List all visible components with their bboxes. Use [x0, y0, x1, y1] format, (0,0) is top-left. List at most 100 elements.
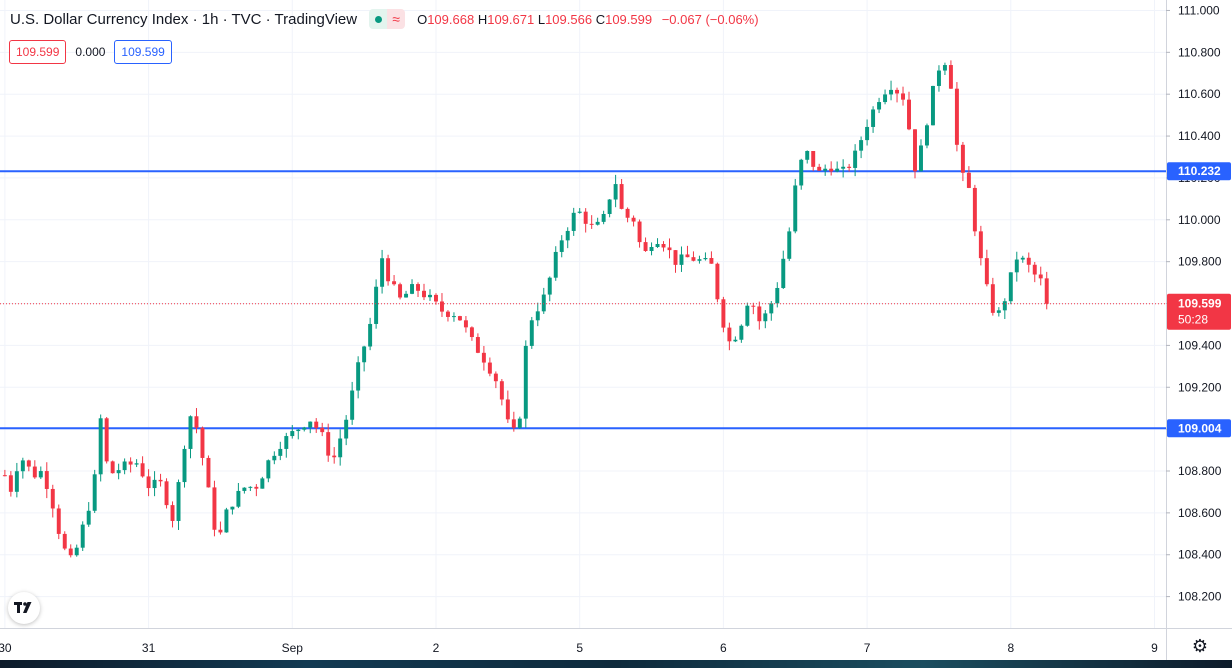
candle-body — [1002, 301, 1007, 311]
time-tick-label: 30 — [0, 641, 12, 655]
gear-icon[interactable]: ⚙ — [1191, 635, 1209, 656]
candle-body — [475, 337, 480, 353]
low-value: 109.566 — [545, 11, 593, 27]
time-tick-label: 9 — [1151, 641, 1158, 655]
candle-body — [302, 427, 307, 430]
candle-body — [242, 487, 247, 491]
candle-body — [972, 187, 977, 232]
bottom-strip — [0, 660, 1232, 668]
candle-body — [38, 471, 43, 478]
candle-body — [422, 290, 426, 298]
candle-body — [942, 65, 947, 71]
candle-body — [919, 145, 923, 172]
candle-body — [930, 85, 935, 126]
candle-body — [356, 362, 361, 391]
candle-body — [685, 254, 690, 258]
candle-body — [308, 421, 313, 428]
candle-body — [200, 427, 205, 458]
candle-body — [284, 436, 289, 449]
candle-body — [487, 362, 492, 374]
status-indicators[interactable]: ≈ — [369, 9, 406, 29]
candle-body — [679, 254, 684, 265]
candle-body — [152, 479, 157, 489]
candle-body — [841, 166, 846, 169]
candle-body — [1014, 259, 1019, 273]
candle-body — [1038, 274, 1043, 279]
candle-body — [565, 230, 570, 241]
candle-body — [374, 286, 379, 324]
candle-body — [895, 89, 900, 94]
candle-body — [607, 199, 612, 214]
candle-body — [428, 294, 432, 298]
candle-body — [805, 150, 810, 160]
candle-body — [1032, 264, 1037, 275]
candle-body — [230, 506, 235, 510]
candle-body — [416, 284, 420, 291]
symbol-title[interactable]: U.S. Dollar Currency Index · 1h · TVC · … — [10, 10, 358, 28]
bid-ask-panel: 109.599 0.000 109.599 — [9, 40, 172, 64]
candle-body — [62, 533, 67, 549]
candle-body — [463, 320, 468, 328]
last-price-label: 109.599 — [1178, 297, 1222, 311]
candle-body — [505, 399, 510, 420]
candle-body — [392, 281, 397, 285]
candle-body — [835, 168, 840, 172]
candle-body — [164, 481, 169, 506]
candle-body — [104, 418, 109, 462]
candle-body — [404, 293, 409, 298]
candle-body — [92, 474, 97, 511]
price-tick-label: 109.800 — [1178, 255, 1222, 269]
candle-body — [547, 277, 552, 295]
time-tick-label: 5 — [576, 641, 583, 655]
candle-body — [739, 325, 744, 340]
candle-body — [907, 99, 911, 130]
candle-body — [817, 166, 822, 171]
sell-price-button[interactable]: 109.599 — [9, 40, 67, 64]
low-label: L — [537, 11, 546, 27]
candle-body — [619, 184, 624, 209]
close-label: C — [595, 11, 606, 27]
candle-body — [86, 510, 91, 525]
candle-body — [631, 217, 636, 222]
candle-body — [781, 258, 786, 288]
horizontal-levels[interactable] — [0, 170, 1166, 430]
candle-body — [709, 258, 714, 264]
time-axis[interactable]: 30 31 Sep 2 5 6 7 8 9 — [0, 628, 1232, 656]
candle-body — [326, 432, 331, 456]
wave-icon[interactable]: ≈ — [387, 9, 406, 29]
candle-body — [74, 547, 79, 556]
candle-body — [481, 352, 486, 363]
time-tick-label: 2 — [433, 641, 440, 655]
candle-body — [954, 88, 959, 145]
candle-body — [320, 427, 325, 433]
candle-body — [883, 94, 888, 103]
buy-price-button[interactable]: 109.599 — [114, 40, 172, 64]
candle-body — [218, 529, 223, 533]
candle-body — [260, 478, 265, 489]
candle-body — [936, 70, 941, 86]
candle-body — [254, 486, 259, 489]
candle-body — [553, 251, 558, 278]
candle-body — [1020, 257, 1025, 260]
candle-body — [799, 159, 804, 186]
candle-body — [445, 311, 450, 317]
candle-body — [206, 457, 211, 488]
high-label: H — [477, 11, 488, 27]
candle-body — [457, 316, 462, 321]
candle-body — [362, 346, 367, 363]
candle-body — [871, 109, 876, 127]
open-label: O — [417, 11, 428, 27]
candle-body — [829, 168, 834, 172]
candle-body — [398, 284, 403, 298]
tradingview-logo-icon[interactable] — [8, 592, 40, 624]
price-tick-label: 108.600 — [1178, 506, 1222, 520]
candle-body — [517, 418, 522, 428]
candle-body — [236, 490, 241, 507]
price-axis[interactable]: 108.200108.400108.600108.800109.000109.2… — [1166, 0, 1232, 668]
candle-body — [1044, 278, 1049, 304]
candle-body — [122, 461, 127, 471]
candle-body — [272, 455, 277, 461]
price-axis-background — [1166, 0, 1232, 668]
market-open-indicator[interactable] — [369, 9, 388, 29]
